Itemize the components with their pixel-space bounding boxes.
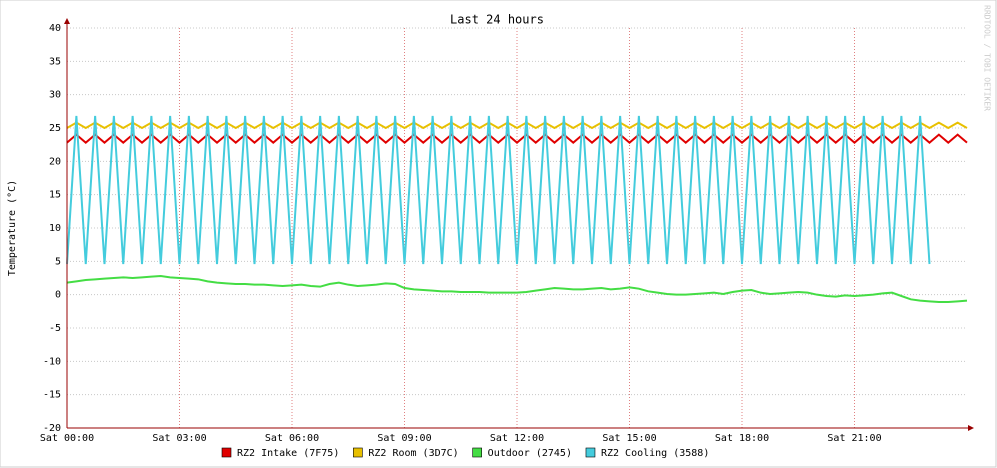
y-tick-label: 30 [49,90,61,101]
series-line [66,121,968,130]
x-tick-label: Sat 06:00 [265,433,319,444]
y-tick-label: -20 [43,423,61,434]
y-tick-label: 40 [49,23,61,34]
y-tick-label: -15 [43,390,61,401]
series-line [66,115,931,265]
y-tick-label: 10 [49,223,61,234]
y-tick-label: 20 [49,156,61,167]
legend-swatch [221,447,232,458]
x-tick-label: Sat 00:00 [40,433,94,444]
y-tick-label: 0 [55,290,61,301]
legend-label: RZ2 Room (3D7C) [368,448,458,459]
x-tick-label: Sat 09:00 [377,433,431,444]
chart-title: Last 24 hours [450,13,544,27]
x-axis-arrow [968,425,974,431]
x-tick-label: Sat 21:00 [827,433,881,444]
y-tick-label: -5 [49,323,61,334]
series-line [66,133,968,144]
y-tick-label: 35 [49,56,61,67]
legend-swatch [353,447,363,458]
y-axis-arrow [64,18,70,24]
y-tick-label: 15 [49,190,61,201]
legend-label: RZ2 Cooling (3588) [601,448,709,459]
legend-swatch [472,447,482,458]
legend-swatch [585,447,596,458]
x-tick-label: Sat 15:00 [602,433,656,444]
series-line [66,274,968,303]
y-axis-label: Temperature (°C) [7,180,18,276]
legend-label: RZ2 Intake (7F75) [237,448,339,459]
x-tick-label: Sat 12:00 [490,433,544,444]
x-tick-label: Sat 03:00 [152,433,206,444]
y-tick-label: 5 [55,256,61,267]
legend-label: Outdoor (2745) [488,448,572,459]
x-tick-label: Sat 18:00 [715,433,769,444]
y-tick-label: -10 [43,356,61,367]
y-tick-label: 25 [49,123,61,134]
watermark: RRDTOOL / TOBI OETIKER [983,5,992,111]
